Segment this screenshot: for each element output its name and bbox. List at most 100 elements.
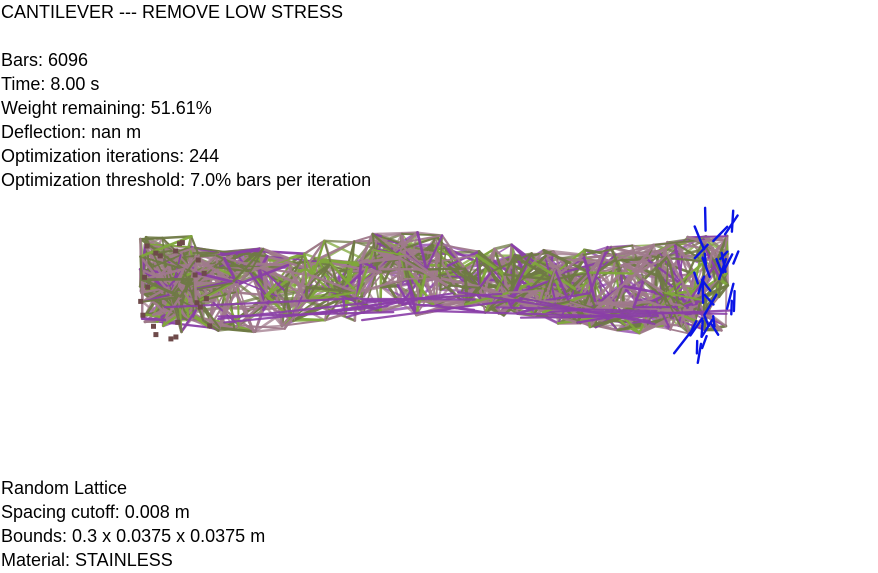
lattice-bar xyxy=(664,255,670,304)
lattice-bar xyxy=(194,254,233,283)
lattice-bar xyxy=(445,284,481,289)
deflection-readout: Deflection: nan m xyxy=(1,122,142,142)
lattice-bar xyxy=(243,262,290,267)
lattice-bar xyxy=(564,258,616,262)
lattice-bar xyxy=(141,267,185,281)
lattice-bar xyxy=(542,248,592,275)
lattice-type: Random Lattice xyxy=(1,478,128,498)
fixed-support-node xyxy=(168,336,174,342)
lattice-bar xyxy=(588,315,626,329)
lattice-bar xyxy=(165,246,196,259)
lattice-bar xyxy=(280,297,306,327)
lattice-bar xyxy=(379,304,402,313)
lattice-bar xyxy=(139,255,144,281)
fixed-support-node xyxy=(203,296,209,302)
lattice-bar xyxy=(356,268,379,297)
lattice-bar xyxy=(425,234,444,271)
lattice-bar xyxy=(140,317,167,322)
load-vector xyxy=(697,275,706,295)
lattice-bar xyxy=(583,253,614,260)
lattice-bar xyxy=(648,293,668,304)
lattice-bars-front xyxy=(138,231,732,335)
lattice-bar xyxy=(493,247,523,278)
load-vector xyxy=(703,293,718,317)
lattice-bar xyxy=(405,254,448,287)
lattice-bar xyxy=(609,245,623,275)
fixed-support-icon xyxy=(138,240,213,342)
weight-remaining: Weight remaining: 51.61% xyxy=(1,98,212,118)
fixed-support-node xyxy=(142,274,148,280)
lattice-viewport[interactable] xyxy=(0,195,878,385)
bars-count: Bars: 6096 xyxy=(1,50,89,70)
load-vector-icon xyxy=(672,206,740,365)
lattice-bar xyxy=(425,267,467,271)
fixed-support-node xyxy=(179,240,185,246)
lattice-bar xyxy=(553,268,570,303)
lattice-bar xyxy=(304,266,332,293)
lattice-bar xyxy=(356,260,363,298)
lattice-bar xyxy=(372,249,408,257)
lattice-bar xyxy=(433,242,465,269)
lattice-bar xyxy=(363,298,476,312)
lattice-bar xyxy=(493,243,514,251)
lattice-bar xyxy=(305,285,358,294)
load-vector xyxy=(725,282,735,310)
material-readout: Material: STAINLESS xyxy=(1,550,173,570)
lattice-bar xyxy=(503,254,516,276)
lattice-bar xyxy=(361,298,524,322)
fixed-support-node xyxy=(177,241,182,247)
load-vector xyxy=(721,253,734,274)
load-vector xyxy=(696,342,703,365)
lattice-bar xyxy=(633,272,646,282)
lattice-bar xyxy=(673,241,705,289)
lattice-bar xyxy=(533,261,577,291)
spacing-cutoff: Spacing cutoff: 0.008 m xyxy=(1,502,190,522)
lattice-bar xyxy=(169,254,182,296)
optimization-iterations: Optimization iterations: 244 xyxy=(1,146,220,166)
lattice-bar xyxy=(259,254,269,270)
lattice-bar xyxy=(457,290,652,323)
lattice-bar xyxy=(560,309,732,319)
lattice-bar xyxy=(329,262,342,294)
lattice-bar xyxy=(397,231,419,252)
lattice-bar xyxy=(582,244,634,256)
lattice-bar xyxy=(215,249,253,257)
lattice-bar xyxy=(538,292,591,303)
lattice-bar xyxy=(355,277,409,294)
fixed-support-node xyxy=(194,300,200,306)
lattice-bar xyxy=(192,271,233,283)
lattice-bar xyxy=(619,271,624,288)
fixed-support-node xyxy=(144,243,150,249)
lattice-bar xyxy=(490,270,511,294)
lattice-bar xyxy=(414,300,463,303)
optimization-threshold: Optimization threshold: 7.0% bars per it… xyxy=(1,170,372,190)
lattice-bar xyxy=(208,317,257,333)
lattice-bar xyxy=(312,262,332,277)
lattice-bar xyxy=(522,276,563,296)
lattice-bar xyxy=(490,252,533,273)
lattice-structure xyxy=(138,206,740,365)
lattice-bar xyxy=(139,255,185,271)
lattice-bar xyxy=(265,255,269,297)
lattice-bar xyxy=(280,282,289,328)
lattice-bar xyxy=(329,261,358,294)
lattice-bar xyxy=(621,264,652,302)
lattice-bar xyxy=(249,256,289,273)
fixed-support-node xyxy=(192,272,198,278)
lattice-bar xyxy=(513,254,555,282)
lattice-bar xyxy=(632,278,646,309)
lattice-bar xyxy=(305,274,315,289)
lattice-bar xyxy=(668,310,680,331)
lattice-bar xyxy=(553,276,563,296)
lattice-bar xyxy=(323,312,347,322)
load-vector xyxy=(703,252,708,267)
lattice-bar xyxy=(141,295,182,303)
lattice-bar xyxy=(265,261,293,297)
load-vector xyxy=(730,209,735,233)
load-vector xyxy=(689,317,704,337)
lattice-bar xyxy=(594,272,637,311)
lattice-bar xyxy=(329,289,342,294)
bounds-readout: Bounds: 0.3 x 0.0375 x 0.0375 m xyxy=(1,526,266,546)
fixed-support-node xyxy=(138,298,144,304)
lattice-bar xyxy=(475,254,502,287)
